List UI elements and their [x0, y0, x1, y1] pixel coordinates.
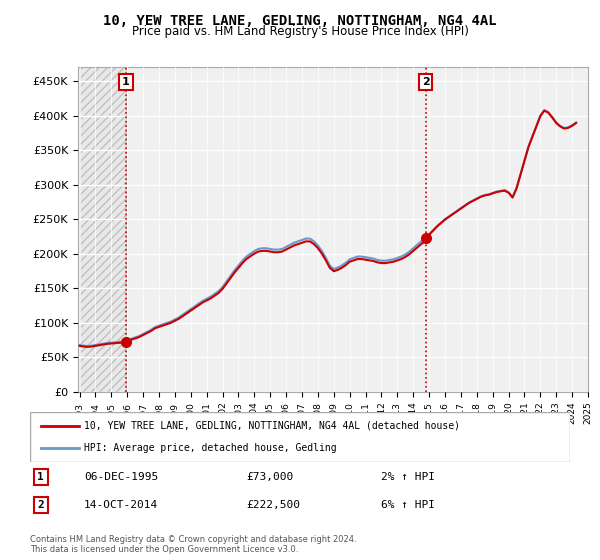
FancyBboxPatch shape	[30, 412, 570, 462]
Text: 6% ↑ HPI: 6% ↑ HPI	[381, 500, 435, 510]
Text: HPI: Average price, detached house, Gedling: HPI: Average price, detached house, Gedl…	[84, 443, 337, 453]
Text: 2: 2	[37, 500, 44, 510]
Text: Contains HM Land Registry data © Crown copyright and database right 2024.
This d: Contains HM Land Registry data © Crown c…	[30, 535, 356, 554]
Text: 10, YEW TREE LANE, GEDLING, NOTTINGHAM, NG4 4AL: 10, YEW TREE LANE, GEDLING, NOTTINGHAM, …	[103, 14, 497, 28]
Text: 2% ↑ HPI: 2% ↑ HPI	[381, 472, 435, 482]
Text: 06-DEC-1995: 06-DEC-1995	[84, 472, 158, 482]
Text: 10, YEW TREE LANE, GEDLING, NOTTINGHAM, NG4 4AL (detached house): 10, YEW TREE LANE, GEDLING, NOTTINGHAM, …	[84, 421, 460, 431]
Text: 2: 2	[422, 77, 430, 87]
Text: 1: 1	[37, 472, 44, 482]
Text: £222,500: £222,500	[246, 500, 300, 510]
Text: Price paid vs. HM Land Registry's House Price Index (HPI): Price paid vs. HM Land Registry's House …	[131, 25, 469, 38]
Text: £73,000: £73,000	[246, 472, 293, 482]
Text: 1: 1	[122, 77, 130, 87]
Text: 14-OCT-2014: 14-OCT-2014	[84, 500, 158, 510]
Bar	[80, 67, 126, 392]
